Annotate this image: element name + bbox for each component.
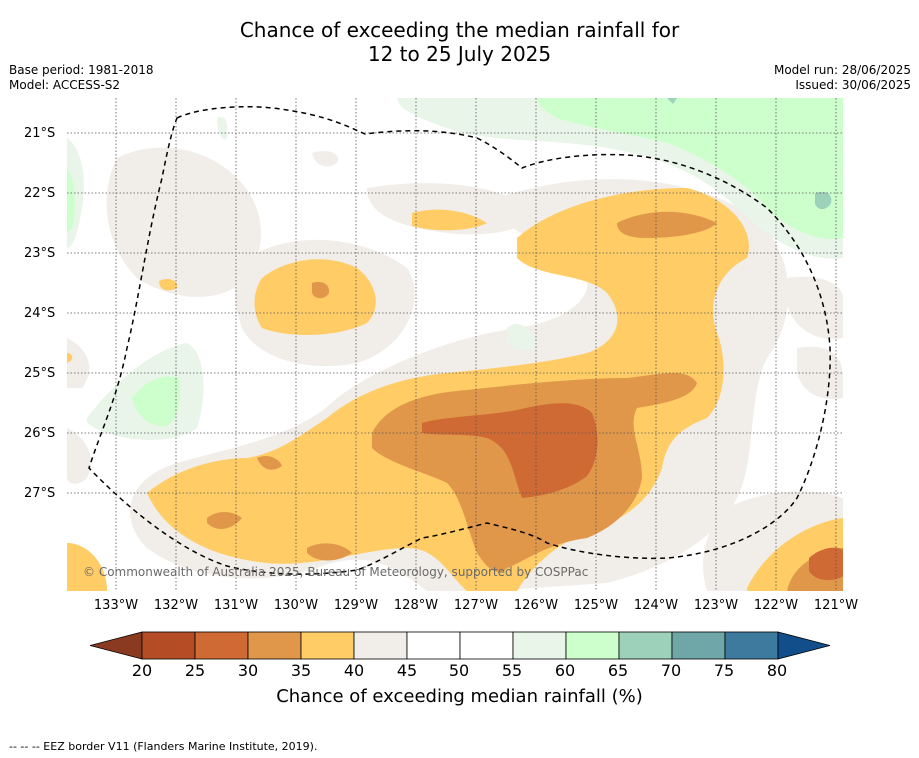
lon-label-127w: 127°W <box>453 598 499 613</box>
colorbar-cell <box>671 631 726 660</box>
band-60-65 <box>67 98 843 427</box>
colorbar-tick-65: 65 <box>607 661 629 680</box>
lat-label-23s: 23°S <box>24 246 56 261</box>
colorbar-over-arrow <box>777 631 830 660</box>
lon-label-126w: 126°W <box>513 598 559 613</box>
lon-label-125w: 125°W <box>573 598 619 613</box>
model-name: Model: ACCESS-S2 <box>9 78 121 92</box>
colorbar-cell <box>353 631 408 660</box>
lon-label-124w: 124°W <box>633 598 679 613</box>
lon-label-122w: 122°W <box>753 598 799 613</box>
map-fills <box>67 98 843 591</box>
colorbar-tick-60: 60 <box>554 661 576 680</box>
lon-label-129w: 129°W <box>333 598 379 613</box>
lon-label-130w: 130°W <box>273 598 319 613</box>
map-title: Chance of exceeding the median rainfall … <box>0 18 919 66</box>
lat-label-22s: 22°S <box>24 186 56 201</box>
colorbar-tick-55: 55 <box>501 661 523 680</box>
colorbar-label: Chance of exceeding median rainfall (%) <box>276 686 643 707</box>
copyright-note: © Commonwealth of Australia 2025, Bureau… <box>83 565 589 579</box>
band-25-30 <box>422 403 843 581</box>
eez-footnote: -- -- -- EEZ border V11 (Flanders Marine… <box>9 740 318 753</box>
title-line-1: Chance of exceeding the median rainfall … <box>239 18 680 42</box>
colorbar-tick-75: 75 <box>713 661 735 680</box>
lon-label-133w: 133°W <box>93 598 139 613</box>
rainfall-map <box>67 98 843 591</box>
meta-left: Base period: 1981-2018 Model: ACCESS-S2 <box>9 63 154 93</box>
colorbar-tick-50: 50 <box>448 661 470 680</box>
lon-label-121w: 121°W <box>813 598 859 613</box>
colorbar-tick-30: 30 <box>237 661 259 680</box>
colorbar-tick-45: 45 <box>396 661 418 680</box>
lat-label-25s: 25°S <box>24 366 56 381</box>
colorbar-tick-35: 35 <box>290 661 312 680</box>
lat-label-24s: 24°S <box>24 306 56 321</box>
lon-label-123w: 123°W <box>693 598 739 613</box>
colorbar-cell <box>406 631 461 660</box>
colorbar-cell <box>247 631 302 660</box>
eez-border <box>88 106 831 575</box>
band-65-70 <box>667 98 832 210</box>
lat-label-26s: 26°S <box>24 426 56 441</box>
colorbar-cell <box>724 631 779 660</box>
meta-right: Model run: 28/06/2025 Issued: 30/06/2025 <box>774 63 911 93</box>
base-period: Base period: 1981-2018 <box>9 63 154 77</box>
colorbar-cell <box>459 631 514 660</box>
colorbar-tick-40: 40 <box>343 661 365 680</box>
colorbar-cell <box>194 631 249 660</box>
colorbar-cell <box>512 631 567 660</box>
lat-label-27s: 27°S <box>24 486 56 501</box>
colorbar <box>90 631 830 660</box>
lat-label-21s: 21°S <box>24 126 56 141</box>
model-run: Model run: 28/06/2025 <box>773 63 911 77</box>
colorbar-cell <box>618 631 673 660</box>
lon-label-132w: 132°W <box>153 598 199 613</box>
colorbar-under-arrow <box>90 631 143 660</box>
colorbar-cell <box>141 631 196 660</box>
graticule <box>67 98 843 591</box>
colorbar-tick-25: 25 <box>184 661 206 680</box>
lon-label-131w: 131°W <box>213 598 259 613</box>
colorbar-cell <box>300 631 355 660</box>
colorbar-tick-20: 20 <box>131 661 153 680</box>
title-line-2: 12 to 25 July 2025 <box>367 42 552 66</box>
colorbar-tick-70: 70 <box>660 661 682 680</box>
issued-date: Issued: 30/06/2025 <box>795 78 911 92</box>
lon-label-128w: 128°W <box>393 598 439 613</box>
colorbar-tick-80: 80 <box>766 661 788 680</box>
colorbar-cell <box>565 631 620 660</box>
